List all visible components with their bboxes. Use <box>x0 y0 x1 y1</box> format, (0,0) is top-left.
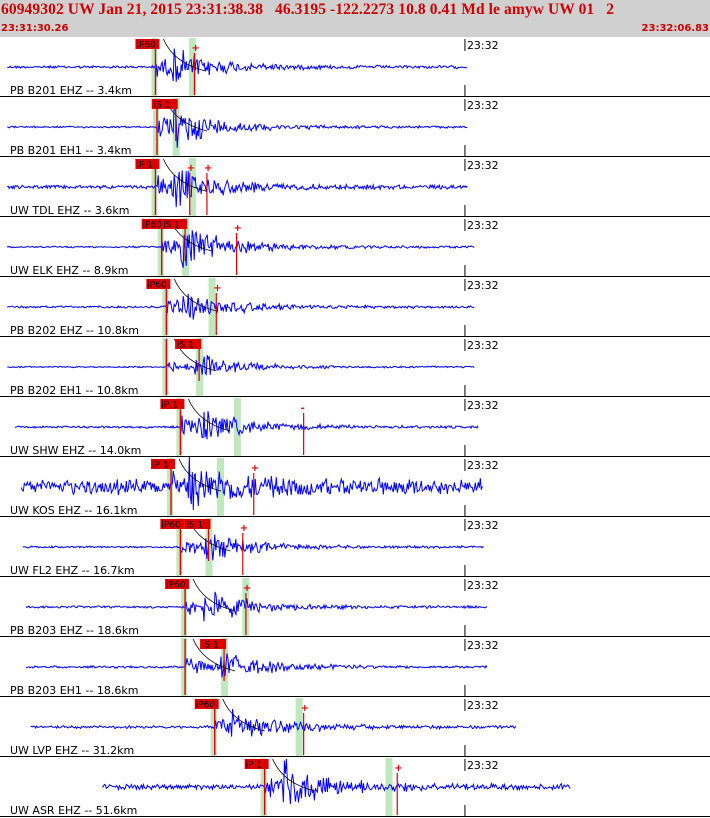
theory-curve <box>163 38 206 72</box>
waveform-trace <box>30 708 517 737</box>
s-pick-flag <box>184 519 211 529</box>
minute-tick-label: 23:32 <box>467 639 499 652</box>
window-end-time: 23:32:06.83 <box>641 23 709 34</box>
amplitude-pick-sign: + <box>204 163 212 174</box>
channel-label: PB B202 EH1 -- 10.8km <box>10 384 138 397</box>
channel-label: PB B201 EH1 -- 3.4km <box>10 144 131 157</box>
p-pick-label: iP60 <box>143 221 163 231</box>
amplitude-pick-sign: + <box>240 523 248 534</box>
theory-curve <box>192 578 236 612</box>
p-pick-flag <box>194 699 219 709</box>
waveform-trace <box>20 456 483 511</box>
minute-tick-label: 23:32 <box>467 399 499 412</box>
event-title: 60949302 UW Jan 21, 2015 23:31:38.38 46.… <box>1 1 615 18</box>
amplitude-pick-sign: + <box>191 43 199 54</box>
s-pick-label: iS 1 <box>177 341 194 351</box>
minute-tick-label: 23:32 <box>467 759 499 772</box>
minute-tick-label: 23:32 <box>467 579 499 592</box>
waveform-trace <box>6 170 468 208</box>
p-pick-flag <box>135 39 160 49</box>
seismogram-plot: 23:32 iP60 + PB B201 EHZ -- 3.4km 23:32 iS 1 P… <box>0 38 710 817</box>
waveform-trace <box>25 591 488 622</box>
waveform-trace <box>25 653 488 678</box>
channel-label: PB B202 EHZ -- 10.8km <box>10 324 139 337</box>
s-pick-flag <box>161 219 188 229</box>
s-pick-flag <box>151 99 178 109</box>
p-pick-label: iP 1 <box>152 461 169 471</box>
p-window <box>162 278 169 336</box>
channel-label: UW ASR EHZ -- 51.6km <box>10 804 137 817</box>
p-pick-flag <box>151 459 176 469</box>
waveform-trace <box>14 411 479 440</box>
p-pick-label: iP 1 <box>136 161 153 171</box>
s-pick-flag <box>200 639 227 649</box>
s-pick-label: iS 1 <box>202 641 219 651</box>
channel-label: PB B203 EH1 -- 18.6km <box>10 684 138 697</box>
waveform-trace <box>22 534 485 561</box>
p-pick-label: iP60 <box>161 521 181 531</box>
amplitude-pick-sign: + <box>301 703 309 714</box>
s-window <box>233 398 241 456</box>
p-pick-flag <box>165 579 190 589</box>
s-pick-label: iS 1 <box>154 101 171 111</box>
amplitude-pick-sign: + <box>243 583 251 594</box>
channel-label: UW KOS EHZ -- 16.1km <box>10 504 137 517</box>
p-pick-flag <box>160 399 185 409</box>
theory-curve <box>173 278 217 312</box>
p-pick-label: iP60 <box>147 281 167 291</box>
s-window <box>208 278 216 336</box>
theory-curve <box>178 458 222 492</box>
waveform-trace <box>7 48 468 82</box>
channel-label: UW TDL EHZ -- 3.6km <box>10 204 130 217</box>
s-pick-label: iS 1 <box>163 221 180 231</box>
minute-tick-label: 23:32 <box>467 39 499 52</box>
s-window <box>217 458 225 516</box>
minute-tick-label: 23:32 <box>467 459 499 472</box>
amplitude-pick-sign: + <box>234 223 242 234</box>
minute-tick-label: 23:32 <box>467 519 499 532</box>
p-pick-flag <box>160 519 185 529</box>
p-pick-label: iP60 <box>136 41 156 51</box>
waveform-trace <box>102 758 571 805</box>
amplitude-pick-sign: + <box>187 163 195 174</box>
theory-curve <box>188 398 231 432</box>
p-pick-label: iP 1 <box>161 401 178 411</box>
channel-label: PB B203 EHZ -- 18.6km <box>10 624 139 637</box>
channel-label: UW FL2 EHZ -- 16.7km <box>10 564 135 577</box>
minute-tick-label: 23:32 <box>467 699 499 712</box>
header-bar: 60949302 UW Jan 21, 2015 23:31:38.38 46.… <box>0 0 710 37</box>
amplitude-pick-sign: + <box>251 463 259 474</box>
theory-curve <box>222 698 265 732</box>
theory-curve <box>192 638 236 672</box>
waveform-trace <box>7 293 475 320</box>
amplitude-pick-sign: + <box>213 283 221 294</box>
minute-tick-label: 23:32 <box>467 339 499 352</box>
channel-label: PB B201 EHZ -- 3.4km <box>10 84 132 97</box>
p-window <box>210 698 217 756</box>
p-pick-flag <box>244 759 269 769</box>
p-pick-flag <box>141 219 166 229</box>
p-pick-flag <box>146 279 171 289</box>
p-pick-flag <box>135 159 160 169</box>
minute-tick-label: 23:32 <box>467 219 499 232</box>
waveform-trace <box>7 354 475 376</box>
s-pick-flag <box>175 339 202 349</box>
minute-tick-label: 23:32 <box>467 99 499 112</box>
theory-curve <box>163 158 206 192</box>
s-pick-label: iS 1 <box>186 521 203 531</box>
channel-label: UW ELK EHZ -- 8.9km <box>10 264 128 277</box>
amplitude-pick-sign: - <box>301 403 305 414</box>
waveform-trace <box>6 230 475 268</box>
window-start-time: 23:31:30.26 <box>1 23 69 34</box>
channel-label: UW LVP EHZ -- 31.2km <box>10 744 134 757</box>
channel-label: UW SHW EHZ -- 14.0km <box>10 444 141 457</box>
minute-tick-label: 23:32 <box>467 279 499 292</box>
p-pick-label: iP60 <box>166 581 186 591</box>
theory-curve <box>272 758 315 792</box>
waveform-trace <box>7 102 468 148</box>
amplitude-pick-sign: + <box>394 763 402 774</box>
p-pick-label: iP60 <box>196 701 216 711</box>
p-pick-label: iP 1 <box>246 761 263 771</box>
minute-tick-label: 23:32 <box>467 159 499 172</box>
